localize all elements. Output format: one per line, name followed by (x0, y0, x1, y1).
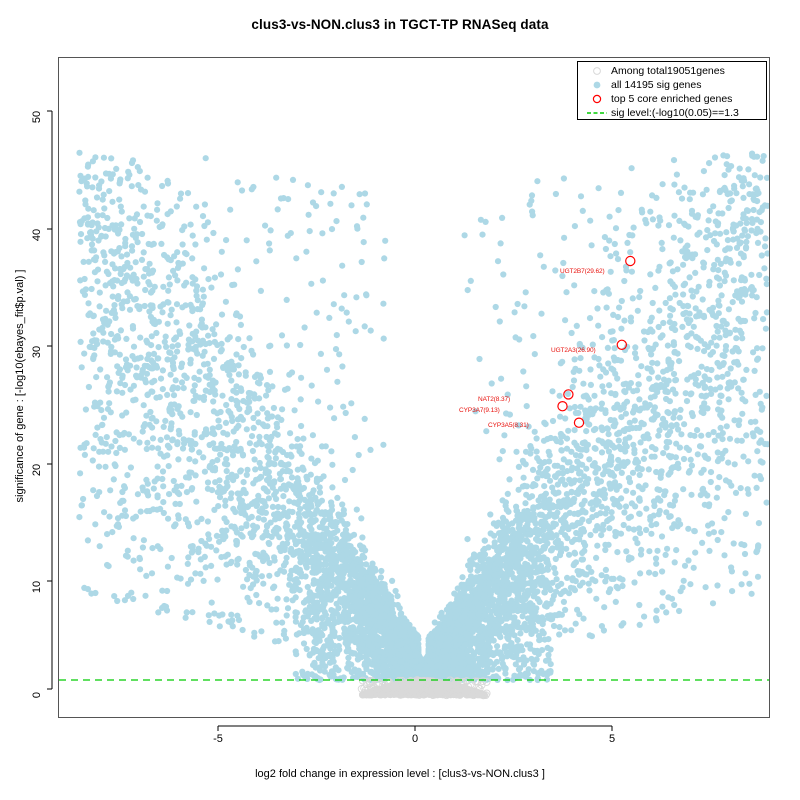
core-gene-marker-cyp3a5 (573, 417, 585, 428)
legend-item-sig: all 14195 sig genes (578, 78, 768, 92)
gene-label-cyp3a5: CYP3A5(8.31) (488, 422, 529, 429)
legend-label-core: top 5 core enriched genes (611, 93, 733, 105)
core-gene-marker-ugt2a3 (616, 339, 628, 350)
open-circle-red-icon (586, 92, 608, 106)
plot-area (58, 57, 770, 718)
legend-item-total: Among total19051genes (578, 64, 768, 78)
gene-label-ugt2b7: UGT2B7(29.62) (560, 268, 605, 275)
gene-label-nat2: NAT2(8.37) (478, 396, 511, 403)
gene-label-ugt2a3: UGT2A3(26.90) (551, 347, 596, 354)
gene-label-cyp3a7: CYP3A7(9.13) (459, 407, 500, 414)
core-gene-marker-cyp3a7 (557, 401, 568, 412)
filled-circle-blue-icon (586, 78, 608, 92)
x-tick-label-neg5: -5 (213, 733, 223, 745)
legend-label-total: Among total19051genes (611, 65, 725, 77)
page-title: clus3-vs-NON.clus3 in TGCT-TP RNASeq dat… (251, 17, 549, 32)
scatter-points-layer (59, 149, 769, 700)
x-axis-label: log2 fold change in expression level : [… (255, 768, 545, 780)
x-tick-label-5: 5 (608, 733, 616, 745)
legend-label-sig-level: sig level:(-log10(0.05)==1.3 (611, 107, 739, 119)
legend-label-sig: all 14195 sig genes (611, 79, 702, 91)
x-tick-label-0: 0 (411, 733, 419, 745)
legend-item-sig-level: sig level:(-log10(0.05)==1.3 (578, 106, 768, 120)
core-gene-marker-nat2 (563, 389, 574, 400)
core-gene-marker-ugt2b7 (625, 255, 636, 267)
legend: Among total19051genes all 14195 sig gene… (577, 61, 767, 120)
legend-item-core: top 5 core enriched genes (578, 92, 768, 106)
open-circle-gray-icon (586, 64, 608, 78)
dashed-line-green-icon (586, 106, 608, 120)
